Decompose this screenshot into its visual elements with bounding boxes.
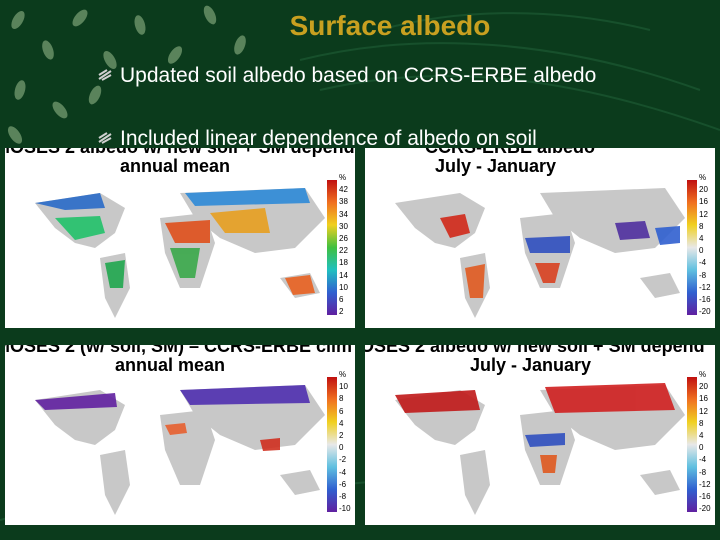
tick: 8 (699, 221, 704, 231)
tick: 6 (339, 406, 344, 416)
tick: -2 (339, 455, 347, 465)
colorbar (327, 377, 337, 512)
tick: -12 (699, 479, 711, 489)
tick: 34 (339, 209, 348, 219)
colorbar-labels: % 20 16 12 8 4 0 -4 -8 -12 -16 -20 (699, 370, 711, 517)
map-panel-3: MOSES 2 (w/ soil, SM) – CCRS-ERBE clim a… (5, 345, 355, 525)
world-map-model-minus-obs (35, 385, 325, 515)
tick: 2 (339, 430, 344, 440)
map-panel-4: MOSES 2 albedo w/ new soil + SM depend J… (365, 345, 715, 525)
bullet-arrow-icon (98, 69, 112, 81)
tick: -16 (699, 294, 711, 304)
panel-1-caption: MOSES 2 albedo w/ new soil + SM depend a… (5, 148, 355, 176)
tick: 20 (699, 382, 708, 392)
panel-3-caption: MOSES 2 (w/ soil, SM) – CCRS-ERBE clim a… (5, 345, 352, 375)
panel-4-caption: MOSES 2 albedo w/ new soil + SM depend J… (365, 345, 705, 375)
map-panel-1: MOSES 2 albedo w/ new soil + SM depend a… (5, 148, 355, 328)
tick: 26 (339, 233, 348, 243)
colorbar (327, 180, 337, 315)
tick: -8 (339, 491, 347, 501)
colorbar-unit: % (339, 173, 347, 182)
panel-3-caption-line2: annual mean (115, 355, 226, 375)
tick: -16 (699, 491, 711, 501)
tick: 16 (699, 394, 708, 404)
tick: 8 (699, 418, 704, 428)
tick: 8 (339, 394, 344, 404)
colorbar-unit: % (699, 370, 707, 379)
tick: 4 (339, 418, 344, 428)
tick: 22 (339, 246, 348, 256)
colorbar-unit: % (699, 173, 707, 182)
tick: -20 (699, 504, 711, 514)
panel-4-caption-line2: July - January (470, 355, 592, 375)
tick: -8 (699, 467, 707, 477)
map-panel-2: CCRS-ERBE albedo July - January % 20 16 … (365, 148, 715, 328)
tick: 2 (339, 307, 344, 317)
panel-1-caption-line2: annual mean (120, 156, 231, 176)
bullet-1-text: Updated soil albedo based on CCRS-ERBE a… (120, 64, 597, 87)
colorbar (687, 180, 697, 315)
colorbar-unit: % (339, 370, 347, 379)
leaf-pattern (7, 5, 246, 144)
world-map-model-seasonal (395, 383, 685, 515)
tick: 18 (339, 258, 348, 268)
bullet-1: Updated soil albedo based on CCRS-ERBE a… (98, 63, 680, 88)
tick: 30 (339, 221, 348, 231)
colorbar (687, 377, 697, 512)
tick: 0 (699, 246, 704, 256)
slide-title: Surface albedo (289, 10, 491, 41)
tick: -4 (339, 467, 347, 477)
tick: 10 (339, 382, 348, 392)
tick: 10 (339, 282, 348, 292)
tick: 6 (339, 294, 344, 304)
panel-1-caption-line1: MOSES 2 albedo w/ new soil + SM depend (5, 148, 355, 157)
tick: -10 (339, 504, 351, 514)
tick: -4 (699, 455, 707, 465)
panel-4-caption-line1: MOSES 2 albedo w/ new soil + SM depend (365, 345, 705, 356)
panel-2-caption-line1: CCRS-ERBE albedo (425, 148, 595, 157)
world-map-ccrs-erbe-seasonal (395, 188, 685, 318)
tick: 16 (699, 197, 708, 207)
tick: 4 (699, 430, 704, 440)
panel-2-caption-line2: July - January (435, 156, 557, 176)
colorbar-labels: % 10 8 6 4 2 0 -2 -4 -6 -8 -10 (339, 370, 351, 517)
tick: -8 (699, 270, 707, 280)
tick: -12 (699, 282, 711, 292)
tick: 12 (699, 406, 708, 416)
panel-3-caption-line1: MOSES 2 (w/ soil, SM) – CCRS-ERBE clim (5, 345, 353, 356)
bullet-2-text: Included linear dependence of albedo on … (120, 127, 537, 150)
colorbar-labels: % 20 16 12 8 4 0 -4 -8 -12 -16 -20 (699, 173, 711, 320)
panel-2-caption: CCRS-ERBE albedo July - January (425, 148, 595, 176)
bullet-arrow-icon (98, 132, 112, 144)
tick: 0 (699, 443, 704, 453)
tick: 4 (699, 233, 704, 243)
tick: 14 (339, 270, 348, 280)
tick: -6 (339, 479, 347, 489)
tick: -20 (699, 307, 711, 317)
tick: 12 (699, 209, 708, 219)
tick: 38 (339, 197, 348, 207)
bullet-2: Included linear dependence of albedo on … (98, 126, 680, 151)
tick: -4 (699, 258, 707, 268)
tick: 0 (339, 443, 344, 453)
colorbar-labels: % 42 38 34 30 26 22 18 14 10 6 2 (339, 173, 348, 320)
tick: 42 (339, 185, 348, 195)
tick: 20 (699, 185, 708, 195)
world-map-annual-albedo (35, 188, 325, 318)
